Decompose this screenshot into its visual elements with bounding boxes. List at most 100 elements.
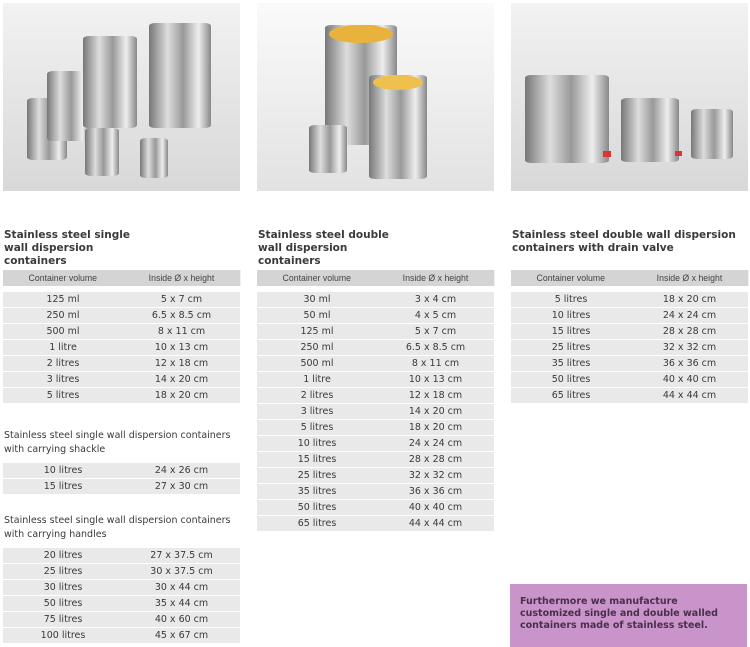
cell-dimensions: 36 x 36 cm bbox=[408, 486, 463, 497]
cell-dimensions: 5 x 7 cm bbox=[414, 326, 457, 337]
cell-dimensions: 8 x 11 cm bbox=[157, 326, 206, 337]
cell-volume: 50 litres bbox=[551, 374, 591, 385]
cell-dimensions: 14 x 20 cm bbox=[154, 374, 209, 385]
table-row: 2 litres 12 x 18 cm bbox=[257, 388, 494, 404]
cell-dimensions: 8 x 11 cm bbox=[411, 358, 460, 369]
cell-volume: 10 litres bbox=[551, 310, 591, 321]
table-row: 100 litres 45 x 67 cm bbox=[3, 628, 240, 644]
cell-dimensions: 18 x 20 cm bbox=[408, 422, 463, 433]
table-row: 25 litres 30 x 37.5 cm bbox=[3, 564, 240, 580]
cell-volume: 75 litres bbox=[43, 614, 83, 625]
cell-volume: 35 litres bbox=[297, 486, 337, 497]
cell-volume: 500 ml bbox=[300, 358, 334, 369]
cell-dimensions: 10 x 13 cm bbox=[408, 374, 463, 385]
cell-volume: 3 litres bbox=[46, 374, 80, 385]
cell-dimensions: 24 x 24 cm bbox=[662, 310, 717, 321]
cell-volume: 65 litres bbox=[551, 390, 591, 401]
cell-dimensions: 4 x 5 cm bbox=[414, 310, 457, 321]
cell-dimensions: 36 x 36 cm bbox=[662, 358, 717, 369]
section-title: Stainless steel double wall dispersion c… bbox=[258, 229, 389, 267]
cell-dimensions: 6.5 x 8.5 cm bbox=[405, 342, 466, 353]
header-dimensions: Inside Ø x height bbox=[656, 272, 723, 284]
custom-manufacturing-note: Furthermore we manufacture customized si… bbox=[510, 584, 747, 647]
cell-dimensions: 40 x 40 cm bbox=[408, 502, 463, 513]
header-dimensions: Inside Ø x height bbox=[402, 272, 469, 284]
cell-dimensions: 32 x 32 cm bbox=[662, 342, 717, 353]
size-table: Container volume Inside Ø x height 30 ml 3 … bbox=[257, 270, 495, 532]
cell-volume: 1 litre bbox=[49, 342, 77, 353]
table-row: 35 litres 36 x 36 cm bbox=[257, 484, 494, 500]
cell-dimensions: 32 x 32 cm bbox=[408, 470, 463, 481]
table-row: 125 ml 5 x 7 cm bbox=[257, 324, 494, 340]
table-row: 20 litres 27 x 37.5 cm bbox=[3, 548, 240, 564]
cell-volume: 65 litres bbox=[297, 518, 337, 529]
table-row: 35 litres 36 x 36 cm bbox=[511, 356, 748, 372]
table-row: 250 ml 6.5 x 8.5 cm bbox=[257, 340, 494, 356]
cell-volume: 30 ml bbox=[303, 294, 331, 305]
cell-volume: 25 litres bbox=[297, 470, 337, 481]
cell-volume: 500 ml bbox=[46, 326, 80, 337]
table-row: 125 ml 5 x 7 cm bbox=[3, 292, 240, 308]
cell-volume: 5 litres bbox=[46, 390, 80, 401]
cell-volume: 20 litres bbox=[43, 550, 83, 561]
cell-volume: 35 litres bbox=[551, 358, 591, 369]
table-header: Container volume Inside Ø x height bbox=[3, 270, 241, 286]
cell-volume: 30 litres bbox=[43, 582, 83, 593]
cell-dimensions: 40 x 40 cm bbox=[662, 374, 717, 385]
section-subtitle: Stainless steel single wall dispersion c… bbox=[4, 430, 231, 455]
section-title: Stainless steel single wall dispersion c… bbox=[4, 229, 130, 267]
product-photo-double-wall bbox=[257, 3, 494, 191]
cell-volume: 25 litres bbox=[43, 566, 83, 577]
cell-dimensions: 14 x 20 cm bbox=[408, 406, 463, 417]
table-row: 15 litres 27 x 30 cm bbox=[3, 479, 240, 495]
cell-dimensions: 27 x 30 cm bbox=[154, 481, 209, 492]
cell-dimensions: 35 x 44 cm bbox=[154, 598, 209, 609]
cell-volume: 125 ml bbox=[300, 326, 334, 337]
cell-volume: 15 litres bbox=[297, 454, 337, 465]
table-row: 30 ml 3 x 4 cm bbox=[257, 292, 494, 308]
cell-dimensions: 18 x 20 cm bbox=[662, 294, 717, 305]
header-volume: Container volume bbox=[536, 272, 606, 284]
cell-volume: 15 litres bbox=[43, 481, 83, 492]
table-row: 25 litres 32 x 32 cm bbox=[257, 468, 494, 484]
table-row: 25 litres 32 x 32 cm bbox=[511, 340, 748, 356]
size-table: Container volume Inside Ø x height 5 litre… bbox=[511, 270, 749, 404]
section-title: Stainless steel double wall dispersion c… bbox=[512, 229, 736, 254]
table-row: 30 litres 30 x 44 cm bbox=[3, 580, 240, 596]
product-photo-single-wall bbox=[3, 3, 240, 191]
cell-dimensions: 18 x 20 cm bbox=[154, 390, 209, 401]
cell-volume: 100 litres bbox=[40, 630, 86, 641]
table-row: 75 litres 40 x 60 cm bbox=[3, 612, 240, 628]
table-row: 2 litres 12 x 18 cm bbox=[3, 356, 240, 372]
cell-dimensions: 27 x 37.5 cm bbox=[150, 550, 213, 561]
table-row: 5 litres 18 x 20 cm bbox=[257, 420, 494, 436]
cell-volume: 125 ml bbox=[46, 294, 80, 305]
table-row: 15 litres 28 x 28 cm bbox=[257, 452, 494, 468]
cell-dimensions: 3 x 4 cm bbox=[414, 294, 457, 305]
table-row: 10 litres 24 x 24 cm bbox=[511, 308, 748, 324]
table-row: 5 litres 18 x 20 cm bbox=[511, 292, 748, 308]
header-volume: Container volume bbox=[28, 272, 98, 284]
cell-dimensions: 24 x 24 cm bbox=[408, 438, 463, 449]
table-row: 50 ml 4 x 5 cm bbox=[257, 308, 494, 324]
cell-dimensions: 44 x 44 cm bbox=[662, 390, 717, 401]
table-row: 65 litres 44 x 44 cm bbox=[511, 388, 748, 404]
header-volume: Container volume bbox=[282, 272, 352, 284]
cell-dimensions: 6.5 x 8.5 cm bbox=[151, 310, 212, 321]
cell-volume: 10 litres bbox=[43, 465, 83, 476]
table-row: 500 ml 8 x 11 cm bbox=[257, 356, 494, 372]
cell-volume: 50 ml bbox=[303, 310, 331, 321]
table-row: 65 litres 44 x 44 cm bbox=[257, 516, 494, 532]
cell-volume: 5 litres bbox=[554, 294, 588, 305]
cell-volume: 10 litres bbox=[297, 438, 337, 449]
table-row: 15 litres 28 x 28 cm bbox=[511, 324, 748, 340]
table-row: 50 litres 40 x 40 cm bbox=[257, 500, 494, 516]
table-row: 3 litres 14 x 20 cm bbox=[3, 372, 240, 388]
cell-dimensions: 30 x 44 cm bbox=[154, 582, 209, 593]
cell-volume: 2 litres bbox=[46, 358, 80, 369]
cell-volume: 3 litres bbox=[300, 406, 334, 417]
cell-dimensions: 10 x 13 cm bbox=[154, 342, 209, 353]
section-subtitle: Stainless steel single wall dispersion c… bbox=[4, 515, 231, 540]
size-table: Container volume Inside Ø x height 125 ml 5… bbox=[3, 270, 241, 404]
cell-volume: 1 litre bbox=[303, 374, 331, 385]
